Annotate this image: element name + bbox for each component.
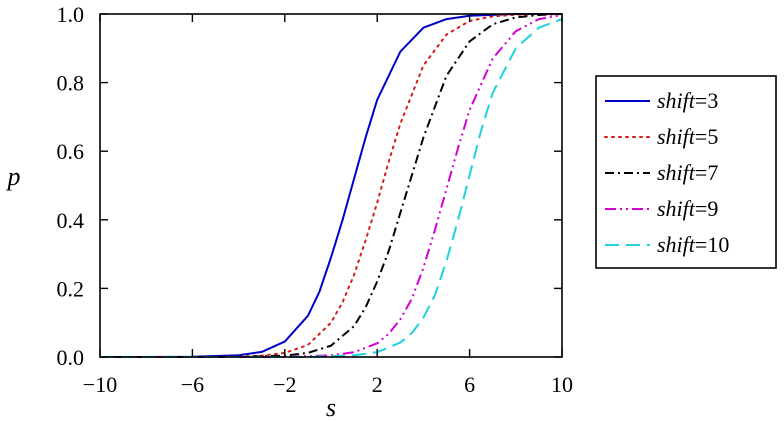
y-tick-label: 0.4 [57,208,85,233]
y-axis-label: p [6,162,21,191]
series-line-shift-5 [99,13,563,358]
legend-label: shift=9 [657,196,718,221]
x-tick-label: 10 [551,372,573,397]
x-tick-label: −2 [273,372,296,397]
x-tick-label: −6 [181,372,204,397]
series-layer [99,13,563,358]
legend-label: shift=3 [657,88,718,113]
legend-label: shift=10 [657,232,729,257]
legend-label: shift=7 [657,160,718,185]
legend: shift=3 shift=5 shift=7 shift=9 shift=10 [595,75,777,269]
x-tick-label: −10 [83,372,117,397]
series-line-shift-3 [100,13,562,358]
y-tick-label: 0.6 [57,139,85,164]
y-tick-label: 0.2 [57,276,85,301]
x-tick-label: 2 [372,372,383,397]
y-tick-label: 1.0 [57,2,85,27]
ticks-layer: −10 −6 −2 2 6 10 0.0 0.2 0.4 0.6 0.8 1.0 [57,2,574,397]
series-line-shift-9 [100,14,563,358]
x-axis-label: s [326,393,336,421]
plot-frame [99,13,563,358]
y-tick-label: 0.0 [57,345,85,370]
y-tick-label: 0.8 [57,71,85,96]
series-line-shift-10 [100,18,563,358]
legend-label: shift=5 [657,124,718,149]
x-tick-label: 6 [464,372,475,397]
series-line-shift-7 [100,13,563,358]
